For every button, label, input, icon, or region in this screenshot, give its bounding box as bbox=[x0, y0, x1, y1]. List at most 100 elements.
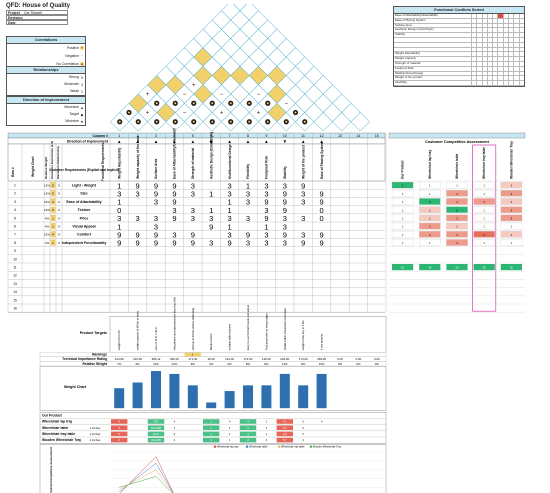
row-number: 10 bbox=[13, 257, 17, 261]
conflict-row: Surface Area bbox=[394, 23, 524, 29]
conflict-cell bbox=[497, 52, 502, 57]
relative-weight-value: 8% bbox=[264, 362, 269, 366]
relationship-value: 9 bbox=[154, 231, 158, 240]
technical-importance: 210.00 bbox=[133, 357, 142, 361]
tc-value: 4 bbox=[174, 420, 176, 424]
header-field-label: Project bbox=[8, 11, 20, 15]
conflict-cell bbox=[518, 81, 524, 85]
conflict-cell bbox=[471, 81, 476, 85]
cca-cell bbox=[419, 214, 441, 222]
max-relationship-header: Maximum Relationship bbox=[56, 146, 60, 179]
tc-value: 0 bbox=[302, 432, 304, 436]
cca-cell bbox=[391, 181, 414, 189]
conflict-cell bbox=[513, 23, 518, 28]
conflict-cell bbox=[497, 81, 502, 85]
conflict-cell bbox=[518, 71, 524, 76]
conflict-cell bbox=[502, 47, 508, 52]
conflict-cell bbox=[502, 37, 508, 42]
relationship-value: 3 bbox=[136, 190, 140, 199]
cca-cell bbox=[419, 222, 441, 230]
relationship-value: 9 bbox=[283, 190, 287, 199]
conflict-cell bbox=[518, 47, 524, 52]
relationship-value: 1 bbox=[117, 198, 121, 207]
conflict-cell bbox=[508, 18, 513, 23]
cca-cell bbox=[391, 231, 414, 238]
conflict-cell bbox=[486, 33, 492, 37]
relationship-value: 9 bbox=[172, 190, 176, 199]
cca-cell bbox=[500, 190, 523, 197]
column-number: 14 bbox=[357, 134, 361, 138]
conflict-cell bbox=[471, 66, 476, 71]
customer-requirements-header: Customer Requirements (Explicit and Impl… bbox=[49, 168, 119, 172]
conflict-row bbox=[394, 47, 524, 53]
relationships-symbol-icon: 9 bbox=[81, 76, 83, 80]
conflict-cell bbox=[476, 61, 481, 66]
relative-weight-value: 12% bbox=[172, 362, 178, 366]
competitor-unit: 1 inches bbox=[90, 432, 101, 436]
cca-cell bbox=[391, 214, 414, 222]
relationship-value: 9 bbox=[136, 239, 140, 248]
max-relationship: 9 bbox=[58, 216, 60, 220]
relationship-value: 9 bbox=[136, 181, 140, 190]
cca-cell bbox=[446, 214, 468, 222]
no-correlation-icon bbox=[174, 102, 177, 105]
customer-importance: 5 bbox=[52, 192, 54, 196]
conflict-cell bbox=[508, 42, 513, 47]
conflict-cell bbox=[481, 37, 487, 42]
no-correlation-icon bbox=[211, 120, 214, 123]
relative-weight: 19% bbox=[44, 208, 50, 212]
conflict-cell bbox=[486, 47, 492, 52]
tc-cell bbox=[203, 419, 220, 424]
tc-cell bbox=[276, 419, 293, 424]
cca-title: Customer Competitive Assessment bbox=[425, 140, 490, 144]
cca-cell bbox=[419, 198, 441, 205]
tc-value: 411/206 bbox=[151, 438, 161, 442]
relative-weight: 15% bbox=[44, 200, 50, 204]
conflict-cell bbox=[518, 37, 524, 42]
tc-value: 0 bbox=[302, 420, 304, 424]
page-title: QFD: House of Quality bbox=[6, 3, 71, 9]
weight-bar bbox=[114, 388, 125, 409]
tc-cell bbox=[295, 437, 312, 443]
customer-requirement: Independent Functionality bbox=[62, 241, 107, 245]
cca-cell bbox=[446, 206, 468, 213]
relationship-value: 9 bbox=[228, 239, 232, 248]
functional-requirement: Ease of Attachability/Detachability bbox=[173, 128, 177, 179]
relative-weight-value: 6% bbox=[228, 362, 233, 366]
conflict-cell bbox=[518, 42, 524, 47]
tc-value: 4 bbox=[118, 420, 120, 424]
conflict-cell bbox=[481, 18, 487, 23]
direction_legend-label: Maximize bbox=[64, 105, 79, 109]
tc-value: 4 bbox=[321, 420, 323, 424]
tc-value: 5.7 bbox=[283, 438, 287, 442]
weight-bar bbox=[169, 373, 180, 409]
relationship-value: 3 bbox=[191, 206, 195, 215]
conflict-cell bbox=[476, 47, 481, 52]
functional-requirement: Ease of Placing System bbox=[320, 142, 324, 179]
functional-requirement: Weight capacity of the base bbox=[136, 135, 140, 179]
cca-cell bbox=[473, 206, 495, 213]
conflict-label bbox=[394, 38, 471, 42]
conflict-cell bbox=[508, 14, 513, 18]
relationship-value: 9 bbox=[191, 231, 195, 240]
cca-cell bbox=[419, 231, 441, 238]
relationship-value: 3 bbox=[264, 239, 268, 248]
conflict-cell bbox=[502, 42, 508, 47]
conflict-cell bbox=[471, 76, 476, 81]
tc-cell bbox=[239, 419, 257, 424]
cca-rating: 1 bbox=[402, 208, 404, 212]
conflict-row: Multifunctional Design bbox=[394, 71, 524, 77]
conflict-label: Stability bbox=[395, 33, 406, 37]
conflict-cell bbox=[513, 14, 518, 18]
cca-cell bbox=[391, 222, 414, 230]
tc-cell bbox=[258, 419, 275, 424]
no-correlation-icon bbox=[211, 102, 214, 105]
conflict-cell bbox=[492, 28, 497, 33]
no-correlation-icon bbox=[155, 102, 158, 105]
cca-total-cell bbox=[473, 264, 495, 271]
cca-cell bbox=[500, 206, 523, 213]
tc-value: 1 bbox=[229, 426, 231, 430]
conflict-cell bbox=[476, 33, 481, 37]
tc-cell bbox=[276, 431, 293, 437]
conflict-cell bbox=[481, 42, 487, 47]
